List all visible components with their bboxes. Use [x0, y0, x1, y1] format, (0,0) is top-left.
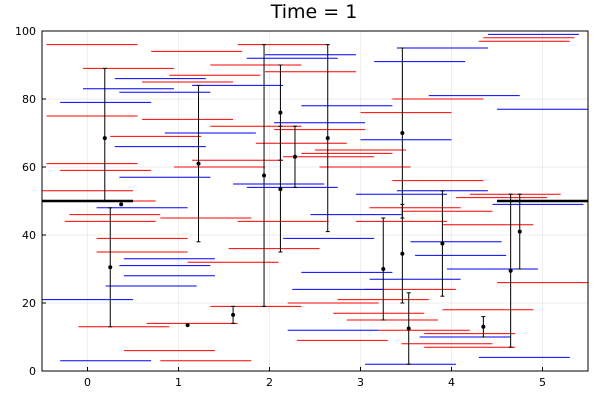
x-tick-label: 4 [448, 376, 455, 389]
y-tick-label: 100 [15, 25, 36, 38]
data-point [406, 326, 411, 331]
x-tick-label: 2 [266, 376, 273, 389]
x-tick-label: 1 [175, 376, 182, 389]
red-segments [42, 37, 588, 362]
data-point [278, 110, 283, 115]
data-point [325, 136, 330, 141]
data-point [440, 241, 445, 246]
data-point [278, 187, 283, 192]
data-point [102, 136, 107, 141]
y-axis-ticks: 0 20 40 60 80 100 [15, 25, 46, 378]
data-point [381, 267, 386, 271]
data-point [292, 154, 297, 159]
chart-title: Time = 1 [270, 1, 358, 23]
data-point [108, 265, 113, 270]
data-point [508, 268, 513, 273]
data-point [400, 131, 405, 135]
data-point [185, 323, 190, 328]
data-point [481, 324, 486, 329]
x-tick-label: 0 [84, 376, 91, 389]
x-tick-label: 3 [357, 376, 364, 389]
y-tick-label: 20 [22, 297, 36, 310]
x-axis-ticks: 0 1 2 3 4 5 [84, 367, 546, 389]
y-tick-label: 0 [29, 365, 36, 378]
data-point [196, 161, 201, 166]
x-tick-label: 5 [539, 376, 546, 389]
plot-frame [41, 30, 589, 372]
y-tick-label: 80 [22, 93, 36, 106]
data-point [231, 312, 236, 317]
data-points [102, 110, 522, 331]
data-point [400, 251, 405, 256]
y-tick-label: 60 [22, 161, 36, 174]
data-point [119, 202, 124, 207]
data-point [262, 173, 267, 178]
data-point [517, 229, 522, 234]
y-tick-label: 40 [22, 229, 36, 242]
